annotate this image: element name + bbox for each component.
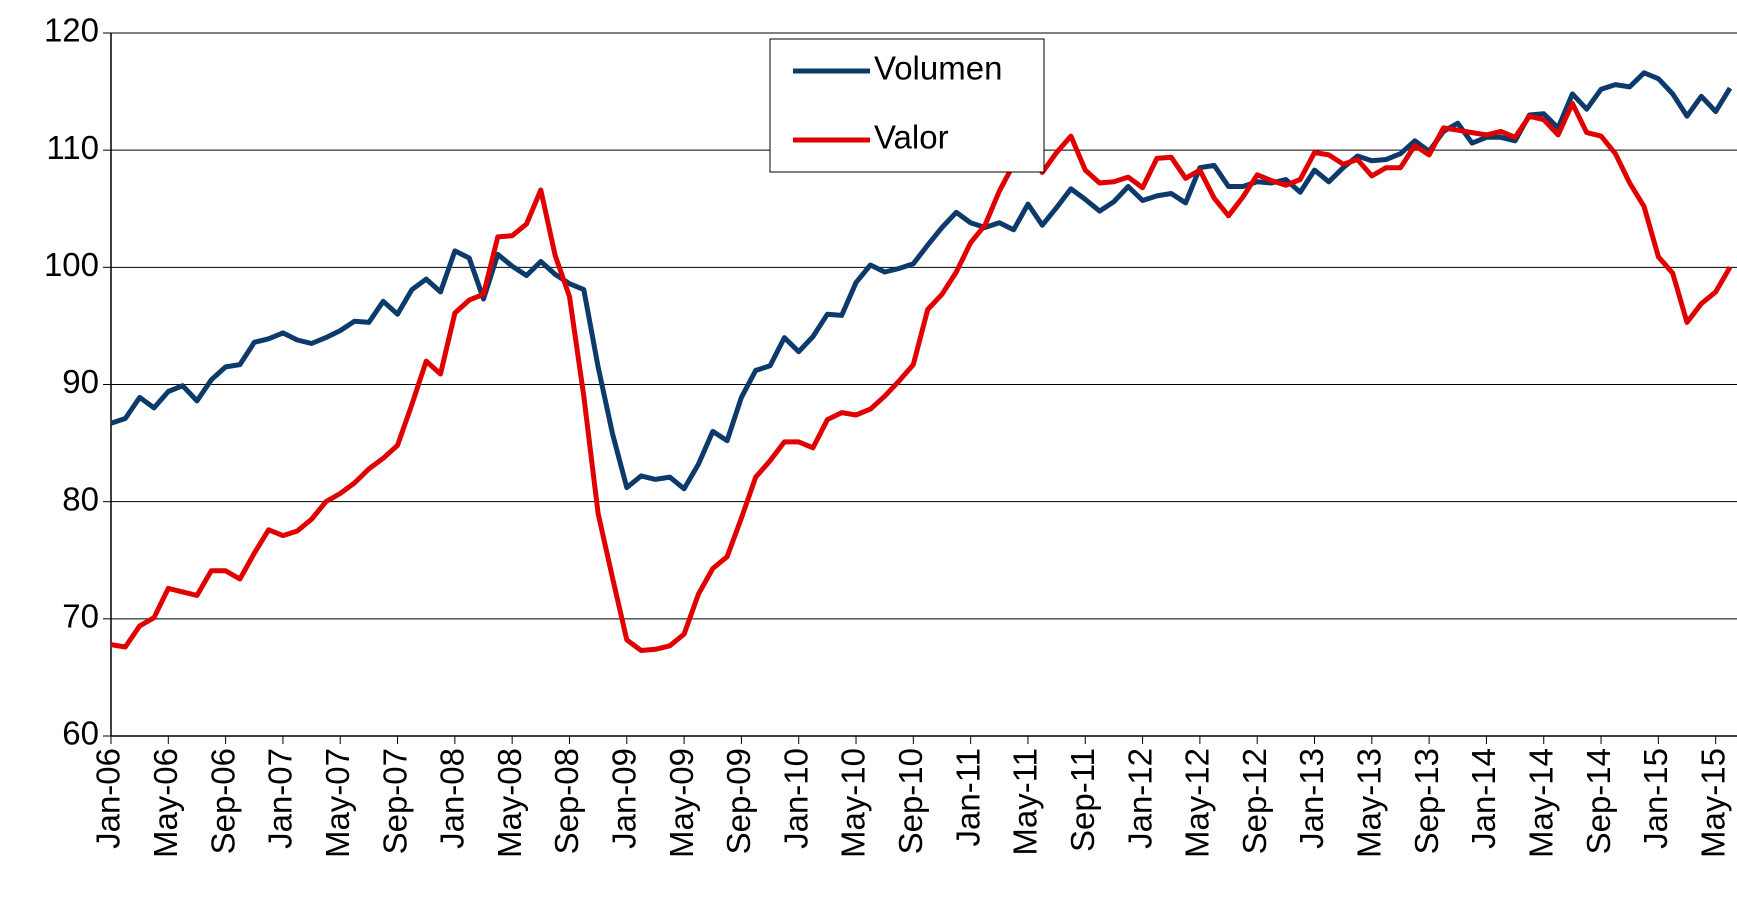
x-tick-label: Jan-13 xyxy=(1293,748,1330,849)
x-tick-label: May-14 xyxy=(1522,748,1559,858)
y-tick-label: 60 xyxy=(62,715,99,752)
x-tick-label: May-12 xyxy=(1179,748,1216,858)
x-tick-label: Sep-11 xyxy=(1064,748,1101,852)
x-tick-label: Jan-06 xyxy=(90,748,127,849)
x-tick-label: Sep-10 xyxy=(892,748,929,854)
x-tick-label: May-08 xyxy=(491,748,528,858)
legend-label: Valor xyxy=(874,119,949,156)
x-tick-label: Jan-08 xyxy=(434,748,471,849)
x-tick-label: May-10 xyxy=(835,748,872,858)
x-tick-label: May-07 xyxy=(319,748,356,858)
x-tick-label: Sep-12 xyxy=(1236,748,1273,854)
y-tick-label: 100 xyxy=(44,246,99,283)
y-tick-label: 80 xyxy=(62,480,99,517)
x-tick-label: Sep-13 xyxy=(1408,748,1445,854)
x-tick-label: Sep-09 xyxy=(720,748,757,854)
y-tick-label: 90 xyxy=(62,363,99,400)
legend-label: Volumen xyxy=(874,50,1002,87)
y-tick-label: 70 xyxy=(62,598,99,635)
x-tick-label: May-13 xyxy=(1351,748,1388,858)
x-tick-label: Jan-12 xyxy=(1121,748,1158,849)
legend-box xyxy=(769,38,1045,173)
x-tick-label: Sep-07 xyxy=(376,748,413,854)
x-tick-label: Jan-15 xyxy=(1637,748,1674,849)
x-tick-label: Jan-09 xyxy=(606,748,643,849)
y-tick-label: 120 xyxy=(44,12,99,49)
x-tick-label: Sep-14 xyxy=(1580,748,1617,854)
x-tick-label: May-09 xyxy=(663,748,700,858)
x-tick-label: May-06 xyxy=(147,748,184,858)
x-tick-label: May-11 xyxy=(1007,748,1044,856)
x-tick-label: Jan-07 xyxy=(262,748,299,849)
x-tick-label: Jan-14 xyxy=(1465,748,1502,849)
x-tick-label: May-15 xyxy=(1694,748,1731,858)
x-tick-label: Sep-06 xyxy=(204,748,241,854)
line-series xyxy=(110,70,1733,492)
line-series xyxy=(110,100,1733,653)
x-tick-label: Jan-10 xyxy=(777,748,814,849)
x-tick-label: Sep-08 xyxy=(548,748,585,854)
y-tick-label: 110 xyxy=(46,129,99,166)
x-tick-label: Jan-11 xyxy=(949,748,986,846)
legend: Volumen Valor xyxy=(769,38,1045,173)
